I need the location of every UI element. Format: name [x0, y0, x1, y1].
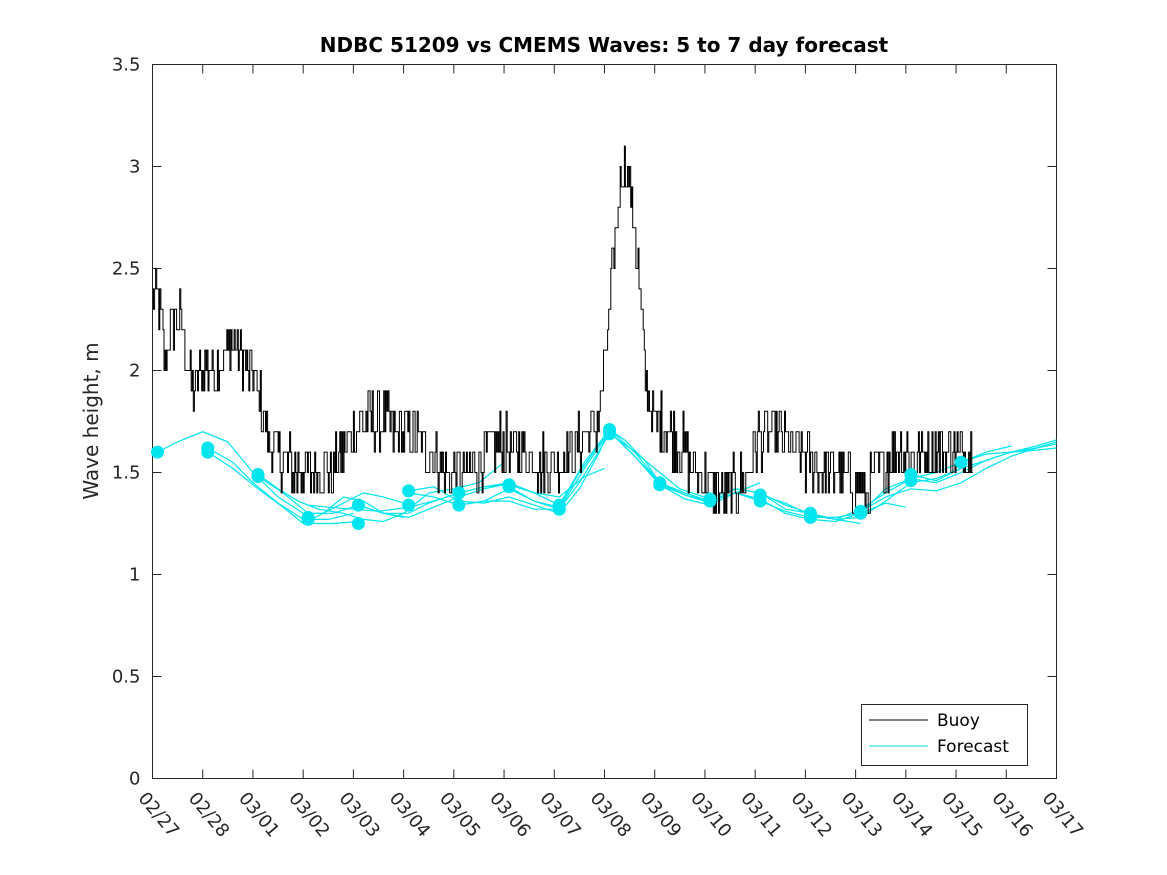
legend-box — [861, 704, 1028, 766]
forecast-start-marker — [904, 474, 918, 488]
y-tick-label: 0 — [129, 769, 140, 790]
forecast-start-marker — [502, 478, 516, 492]
forecast-start-marker — [251, 470, 265, 484]
forecast-run-line — [308, 520, 359, 525]
buoy-line — [152, 145, 973, 514]
forecast-start-marker — [351, 517, 365, 530]
legend-buoy-label: Buoy — [937, 711, 980, 731]
forecast-start-marker — [452, 498, 466, 512]
legend: Buoy Forecast — [861, 704, 1028, 766]
forecast-run-line — [910, 443, 1057, 482]
buoy-series — [152, 145, 973, 514]
forecast-start-marker — [151, 445, 165, 459]
forecast-start-marker — [552, 502, 566, 516]
y-tick-label: 3.5 — [112, 55, 141, 76]
forecast-run-line — [458, 432, 711, 510]
forecast-start-marker — [653, 478, 667, 492]
forecast-start-marker — [603, 427, 617, 441]
forecast-run-line — [157, 431, 404, 514]
y-axis-ticks: 0 0.5 1 1.5 2 2.5 3 3.5 — [112, 55, 1057, 790]
forecast-start-marker — [351, 498, 365, 512]
y-axis-label: Wave height, m — [79, 342, 103, 499]
forecast-start-marker — [753, 494, 767, 508]
forecast-start-marker — [703, 494, 717, 508]
forecast-start-marker — [301, 512, 315, 526]
forecast-start-marker — [803, 510, 817, 524]
plot-area — [152, 64, 1057, 779]
legend-forecast-label: Forecast — [937, 737, 1009, 757]
y-tick-label: 2 — [129, 361, 140, 382]
forecast-start-marker — [854, 506, 868, 520]
forecast-start-marker — [402, 484, 416, 498]
forecast-markers — [151, 423, 968, 530]
forecast-start-marker — [402, 498, 416, 512]
forecast-run-line — [659, 484, 906, 523]
y-tick-label: 1.5 — [112, 463, 141, 484]
chart-title: NDBC 51209 vs CMEMS Waves: 5 to 7 day fo… — [320, 33, 889, 57]
y-tick-label: 3 — [129, 157, 140, 178]
forecast-run-line — [810, 439, 1057, 518]
forecast-run-line — [558, 428, 811, 518]
forecast-run-line — [408, 427, 611, 514]
forecast-run-line — [960, 447, 1057, 463]
y-tick-label: 2.5 — [112, 259, 141, 280]
forecast-start-marker — [954, 455, 968, 469]
y-tick-label: 1 — [129, 565, 140, 586]
y-tick-label: 0.5 — [112, 667, 141, 688]
forecast-start-marker — [201, 445, 215, 459]
forecast-start-marker — [452, 486, 466, 500]
